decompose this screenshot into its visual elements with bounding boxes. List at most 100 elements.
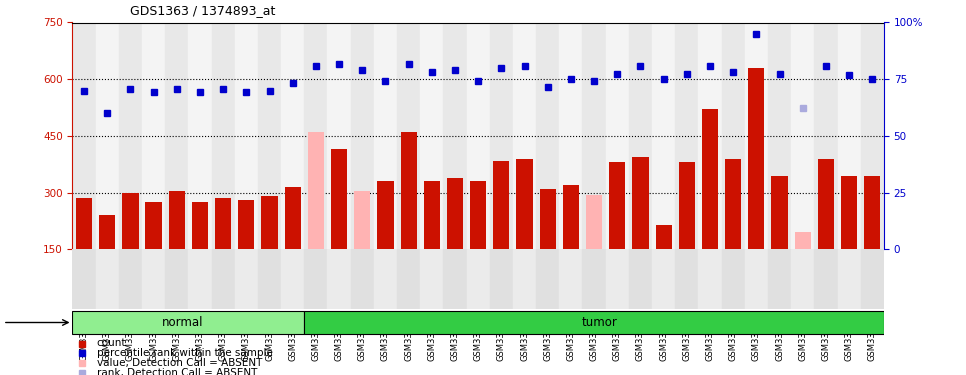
Bar xyxy=(772,176,787,249)
Bar xyxy=(841,176,857,249)
Bar xyxy=(351,22,374,249)
Bar xyxy=(838,249,861,309)
Bar xyxy=(374,22,397,249)
Bar xyxy=(447,177,463,249)
Bar xyxy=(188,249,212,309)
Text: GDS1363 / 1374893_at: GDS1363 / 1374893_at xyxy=(130,4,275,17)
Bar xyxy=(582,22,606,249)
Bar xyxy=(861,249,884,309)
Bar xyxy=(119,22,142,249)
Bar xyxy=(791,249,814,309)
Text: count: count xyxy=(97,339,127,348)
Bar xyxy=(351,249,374,309)
Bar xyxy=(76,198,92,249)
Bar xyxy=(629,22,652,249)
Bar xyxy=(443,249,467,309)
FancyBboxPatch shape xyxy=(72,310,304,334)
Bar xyxy=(470,181,486,249)
Bar xyxy=(285,187,300,249)
Bar xyxy=(745,249,768,309)
Bar xyxy=(327,249,351,309)
Bar xyxy=(606,22,629,249)
Bar xyxy=(424,181,440,249)
Bar xyxy=(308,132,324,249)
Bar xyxy=(861,22,884,249)
Bar xyxy=(397,22,420,249)
Bar xyxy=(401,132,416,249)
Bar xyxy=(188,22,212,249)
Bar xyxy=(212,249,235,309)
Bar xyxy=(355,191,370,249)
Bar xyxy=(142,22,165,249)
Bar xyxy=(378,181,393,249)
Bar xyxy=(397,249,420,309)
Bar xyxy=(656,225,671,249)
Bar xyxy=(304,249,327,309)
Bar xyxy=(745,22,768,249)
Bar xyxy=(768,249,791,309)
Bar xyxy=(698,249,722,309)
Bar xyxy=(494,160,509,249)
Bar xyxy=(123,193,138,249)
Bar xyxy=(490,249,513,309)
Bar xyxy=(467,249,490,309)
Bar xyxy=(467,22,490,249)
Bar xyxy=(582,249,606,309)
Bar xyxy=(749,68,764,249)
Bar xyxy=(633,157,648,249)
Bar xyxy=(212,22,235,249)
Bar xyxy=(818,159,834,249)
Bar xyxy=(722,22,745,249)
Text: percentile rank within the sample: percentile rank within the sample xyxy=(97,348,272,358)
Bar xyxy=(814,22,838,249)
Bar xyxy=(838,22,861,249)
Bar xyxy=(169,191,185,249)
Bar xyxy=(814,249,838,309)
Bar xyxy=(679,162,695,249)
Bar xyxy=(540,189,555,249)
Bar xyxy=(586,195,602,249)
Bar xyxy=(722,249,745,309)
Bar xyxy=(629,249,652,309)
Bar xyxy=(610,162,625,249)
Bar xyxy=(559,22,582,249)
Bar xyxy=(281,22,304,249)
FancyBboxPatch shape xyxy=(304,310,884,334)
Bar xyxy=(258,249,281,309)
Bar xyxy=(420,22,443,249)
Bar xyxy=(795,232,810,249)
Bar xyxy=(374,249,397,309)
Bar xyxy=(258,22,281,249)
Bar xyxy=(165,249,188,309)
Bar xyxy=(165,22,188,249)
Bar xyxy=(559,249,582,309)
Bar xyxy=(517,159,532,249)
Bar xyxy=(119,249,142,309)
Bar xyxy=(702,110,718,249)
Bar xyxy=(327,22,351,249)
Text: normal: normal xyxy=(162,316,203,329)
Bar xyxy=(513,249,536,309)
Bar xyxy=(304,22,327,249)
Bar xyxy=(698,22,722,249)
Bar xyxy=(725,159,741,249)
Bar xyxy=(513,22,536,249)
Bar xyxy=(865,176,880,249)
Bar xyxy=(675,22,698,249)
Bar xyxy=(192,202,208,249)
Bar xyxy=(768,22,791,249)
Bar xyxy=(652,249,675,309)
Bar xyxy=(420,249,443,309)
Bar xyxy=(262,196,277,249)
Bar xyxy=(239,200,254,249)
Text: tumor: tumor xyxy=(582,316,618,329)
Bar xyxy=(96,249,119,309)
Bar xyxy=(235,249,258,309)
Bar xyxy=(72,249,96,309)
Bar xyxy=(536,22,559,249)
Bar xyxy=(96,22,119,249)
Bar xyxy=(281,249,304,309)
Bar xyxy=(99,215,115,249)
Bar xyxy=(142,249,165,309)
Bar xyxy=(72,22,96,249)
